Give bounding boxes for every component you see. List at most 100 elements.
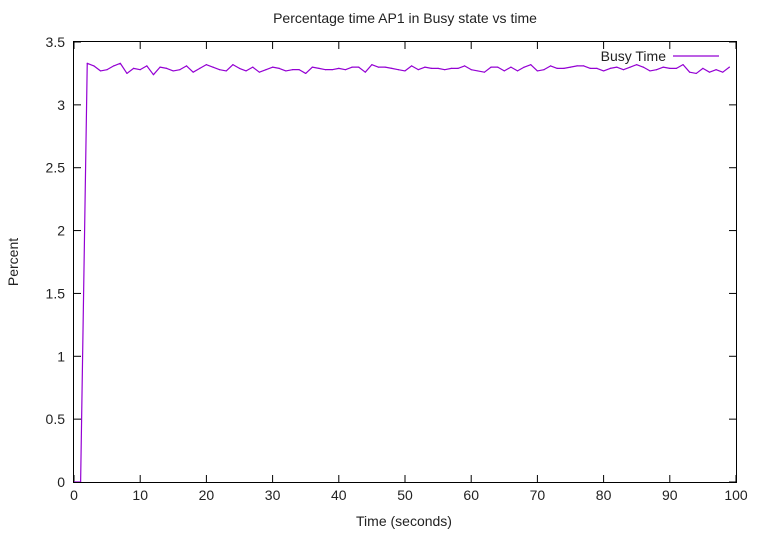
data-point: [490, 66, 492, 68]
data-point: [318, 67, 320, 69]
data-point: [576, 65, 578, 67]
x-tick-label: 0: [70, 487, 78, 503]
data-point: [695, 72, 697, 75]
data-point: [205, 64, 207, 66]
data-point: [669, 67, 671, 69]
y-tick-label: 3: [57, 97, 65, 113]
data-point: [457, 67, 459, 69]
data-point: [212, 66, 214, 68]
data-point: [126, 72, 128, 75]
data-point: [616, 66, 618, 68]
data-point: [225, 70, 227, 72]
data-point: [185, 65, 188, 67]
series-line-busy-time: [74, 62, 730, 483]
data-point: [536, 70, 539, 72]
x-tick-label: 80: [596, 487, 612, 503]
data-point: [655, 69, 658, 71]
data-point: [689, 71, 691, 73]
y-tick-label: 1: [57, 348, 65, 364]
x-tick-label: 90: [662, 487, 678, 503]
data-point: [238, 67, 241, 69]
data-point: [503, 70, 505, 72]
legend-label-busy-time: Busy Time: [601, 48, 667, 64]
data-point: [351, 66, 353, 68]
data-point: [291, 69, 294, 71]
data-point: [523, 66, 525, 68]
data-point: [106, 69, 108, 71]
x-tick-label: 100: [724, 487, 748, 503]
data-point: [146, 65, 148, 67]
data-point: [596, 67, 598, 69]
x-tick-label: 10: [132, 487, 148, 503]
data-point: [252, 66, 254, 68]
y-tick-label: 2.5: [46, 160, 66, 176]
data-point: [569, 66, 572, 68]
y-tick-label: 0.5: [46, 411, 66, 427]
data-point: [384, 66, 386, 68]
data-point: [93, 65, 95, 67]
data-point: [702, 67, 704, 69]
data-point: [417, 69, 419, 71]
data-point: [391, 67, 393, 69]
data-point: [430, 67, 433, 69]
series-layer: [73, 62, 730, 483]
data-point: [285, 70, 287, 72]
data-point: [642, 66, 644, 68]
data-point: [556, 67, 558, 69]
data-point: [199, 67, 201, 69]
data-point: [364, 71, 366, 73]
x-tick-label: 60: [463, 487, 479, 503]
data-point: [589, 67, 591, 69]
legend: Busy Time: [601, 48, 719, 64]
data-point: [86, 62, 88, 64]
data-point: [192, 71, 194, 73]
data-point: [278, 67, 280, 69]
data-point: [232, 64, 234, 66]
data-point: [159, 66, 161, 68]
data-point: [172, 70, 174, 72]
data-point: [139, 69, 141, 71]
data-point: [397, 69, 399, 71]
data-point: [563, 67, 565, 69]
y-tick-label: 3.5: [46, 34, 66, 50]
data-point: [622, 69, 625, 71]
data-point: [411, 65, 413, 67]
x-tick-label: 70: [530, 487, 546, 503]
data-point: [516, 70, 519, 72]
data-point: [603, 70, 605, 72]
data-point: [444, 69, 446, 71]
data-point: [219, 69, 221, 71]
data-point: [119, 62, 121, 64]
data-point: [675, 67, 678, 69]
data-point: [331, 69, 333, 71]
data-point: [305, 72, 307, 75]
axis-ticks: 0 10 20 30 40 50 60 70 80 90 100 0 0.5 1 1.5 2 2.5 3 3.5: [46, 34, 748, 503]
data-point: [477, 70, 479, 72]
data-point: [583, 65, 585, 67]
data-point: [715, 69, 717, 71]
data-point: [470, 69, 472, 71]
data-point: [722, 71, 724, 73]
data-point: [298, 69, 300, 71]
data-point: [629, 66, 631, 68]
data-point: [377, 66, 380, 68]
data-point: [437, 67, 439, 69]
data-point: [463, 65, 466, 67]
y-tick-label: 2: [57, 223, 65, 239]
data-point: [483, 71, 486, 73]
data-point: [245, 70, 247, 72]
data-point: [179, 69, 181, 71]
data-point: [338, 67, 340, 69]
data-point: [708, 71, 711, 73]
data-point: [166, 67, 168, 69]
data-point: [311, 66, 313, 68]
data-point: [682, 64, 684, 66]
data-point: [258, 71, 260, 73]
data-point: [358, 66, 360, 68]
data-point: [265, 69, 267, 71]
data-point: [662, 66, 664, 68]
data-point: [450, 67, 452, 69]
y-tick-label: 1.5: [46, 285, 66, 301]
